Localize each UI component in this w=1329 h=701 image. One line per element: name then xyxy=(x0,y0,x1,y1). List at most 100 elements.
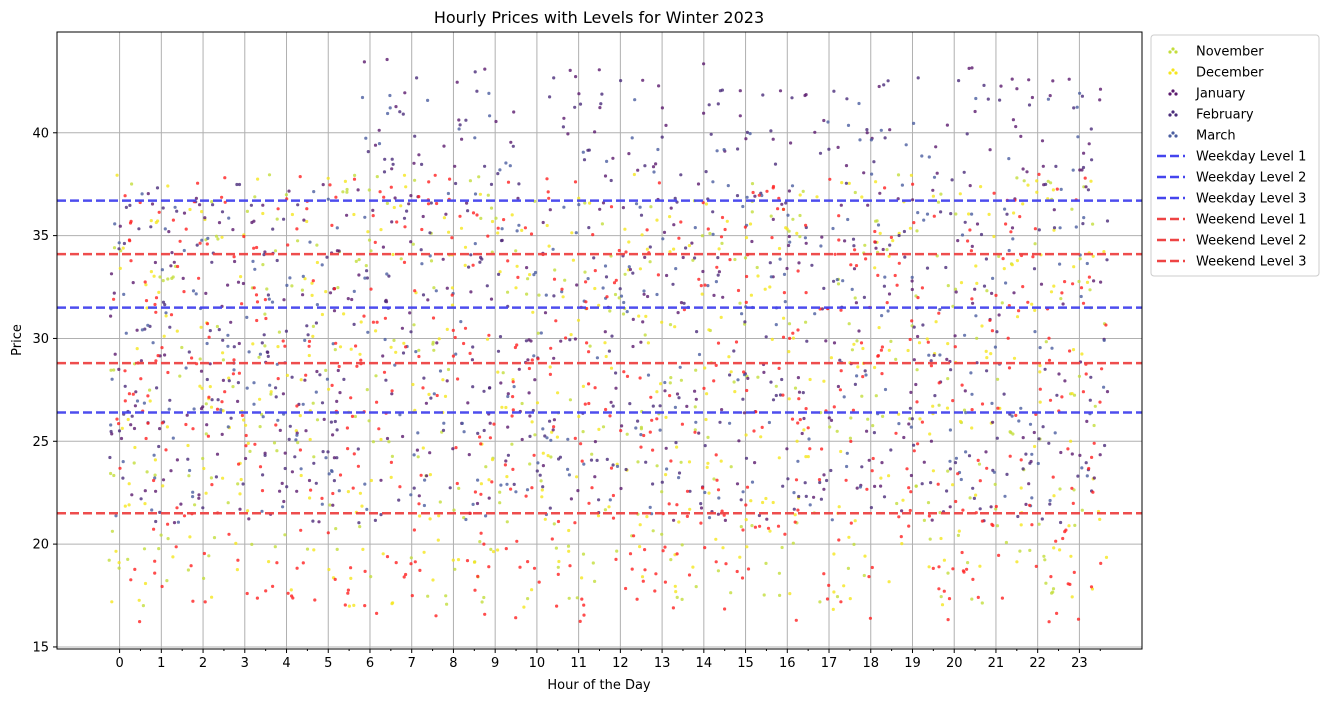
point-december xyxy=(546,454,550,458)
point-november xyxy=(649,205,653,209)
point-weekend xyxy=(1030,523,1034,527)
point-weekend xyxy=(584,280,588,284)
point-december xyxy=(942,558,947,562)
point-weekend xyxy=(506,259,510,263)
point-weekend xyxy=(516,275,520,279)
point-weekend xyxy=(169,313,174,317)
point-february xyxy=(419,248,423,252)
point-weekend xyxy=(346,588,350,592)
point-weekend xyxy=(997,553,1001,558)
point-december xyxy=(940,603,945,607)
point-march xyxy=(536,461,540,465)
point-march xyxy=(473,192,478,196)
point-weekend xyxy=(680,422,685,426)
point-weekend xyxy=(947,597,952,601)
point-december xyxy=(664,473,668,477)
point-february xyxy=(543,434,547,438)
point-weekend xyxy=(715,478,719,482)
point-december xyxy=(873,266,877,270)
point-november xyxy=(117,566,121,570)
point-march xyxy=(122,292,126,296)
point-weekend xyxy=(953,345,957,349)
point-february xyxy=(869,506,874,510)
point-weekend xyxy=(398,485,402,489)
point-weekend xyxy=(334,195,338,199)
point-february xyxy=(651,482,655,486)
point-january xyxy=(1105,390,1110,394)
point-weekend xyxy=(548,372,553,376)
point-december xyxy=(374,329,378,333)
point-january xyxy=(408,311,412,315)
point-february xyxy=(548,95,552,99)
point-weekend xyxy=(207,335,211,339)
legend-entry: Weekend Level 1 xyxy=(1196,213,1307,228)
point-weekend xyxy=(765,189,769,193)
point-january xyxy=(457,118,461,122)
point-january xyxy=(528,414,532,418)
point-january xyxy=(598,207,602,211)
point-december xyxy=(860,195,864,199)
point-november xyxy=(269,392,273,396)
point-february xyxy=(769,129,773,133)
point-december xyxy=(135,347,139,351)
point-weekend xyxy=(1048,398,1053,402)
point-december xyxy=(298,414,302,418)
point-march xyxy=(767,420,772,425)
point-january xyxy=(609,400,613,404)
point-november xyxy=(798,213,802,218)
point-march xyxy=(426,98,430,102)
point-march xyxy=(252,402,256,406)
point-january xyxy=(504,459,508,463)
point-february xyxy=(262,333,266,337)
point-march xyxy=(927,155,931,159)
point-january xyxy=(328,291,333,295)
point-november xyxy=(693,405,697,409)
point-november xyxy=(583,201,587,205)
point-january xyxy=(526,358,530,362)
point-weekend xyxy=(298,175,302,179)
point-january xyxy=(641,320,645,324)
point-january xyxy=(331,503,335,507)
point-december xyxy=(303,277,307,281)
point-february xyxy=(916,76,920,80)
point-march xyxy=(423,478,427,482)
point-november xyxy=(335,547,339,552)
point-march xyxy=(633,98,637,102)
point-december xyxy=(326,176,330,180)
point-february xyxy=(1037,437,1041,441)
point-weekend xyxy=(1099,561,1103,566)
point-march xyxy=(740,312,744,316)
point-january xyxy=(854,301,859,305)
point-january xyxy=(469,290,473,294)
point-january xyxy=(780,202,784,206)
point-december xyxy=(548,365,552,369)
point-november xyxy=(567,596,571,600)
point-january xyxy=(133,404,137,408)
point-december xyxy=(496,231,500,235)
point-march xyxy=(299,467,303,471)
point-weekend xyxy=(909,490,913,494)
point-january xyxy=(236,399,240,403)
point-weekend xyxy=(462,341,466,346)
point-december xyxy=(719,315,723,319)
point-march xyxy=(352,289,356,293)
point-january xyxy=(407,202,411,206)
point-december xyxy=(793,513,797,517)
point-november xyxy=(668,323,673,327)
point-weekend xyxy=(838,388,843,392)
point-february xyxy=(682,301,686,305)
point-january xyxy=(204,291,208,295)
point-march xyxy=(335,226,339,230)
point-january xyxy=(1019,134,1023,138)
point-february xyxy=(786,477,790,481)
point-november xyxy=(997,254,1001,258)
point-weekend xyxy=(985,466,989,470)
point-january xyxy=(566,132,570,136)
point-january xyxy=(568,68,572,72)
point-weekend xyxy=(479,531,483,535)
point-weekend xyxy=(240,413,244,418)
point-november xyxy=(186,568,190,572)
point-november xyxy=(866,417,870,421)
point-december xyxy=(638,545,642,549)
point-january xyxy=(1098,87,1103,91)
